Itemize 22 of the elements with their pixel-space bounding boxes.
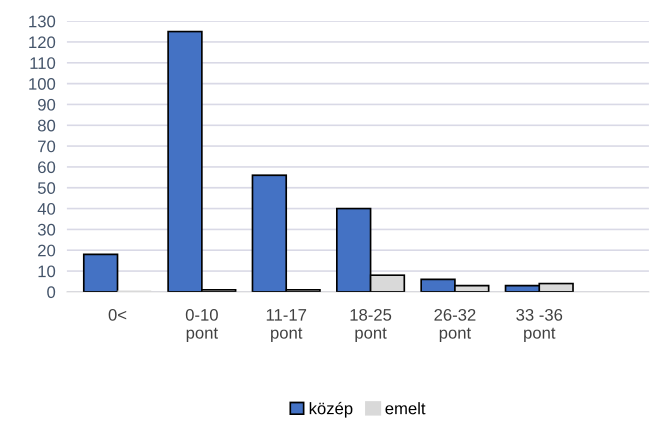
y-tick-label: 20: [38, 244, 56, 256]
y-tick-label: 90: [38, 98, 56, 111]
y-tick-label: 70: [38, 140, 56, 152]
y-tick-label: 10: [38, 265, 56, 278]
x-tick-label: 0<: [108, 308, 126, 321]
y-tick-label: 40: [38, 202, 56, 215]
y-tick-label: 30: [38, 224, 56, 236]
y-tick-label: 130: [29, 16, 56, 28]
legend-label: emelt: [385, 402, 426, 414]
x-tick-label: 33 -36 pont: [516, 308, 562, 342]
y-tick-label: 100: [29, 78, 56, 90]
x-tick-label: 0-10 pont: [186, 308, 218, 342]
x-tick-label: 11-17 pont: [266, 309, 306, 342]
y-tick-label: 80: [38, 120, 56, 132]
y-tick-label: 0: [47, 286, 56, 298]
x-tick-label: 26-32 pont: [434, 308, 476, 342]
y-tick-label: 120: [29, 36, 56, 48]
y-tick-label: 110: [30, 57, 56, 69]
y-tick-label: 60: [38, 161, 56, 174]
y-tick-label: 50: [38, 182, 56, 194]
x-tick-label: 18-25 pont: [350, 308, 392, 342]
legend-label: közép: [310, 402, 352, 418]
